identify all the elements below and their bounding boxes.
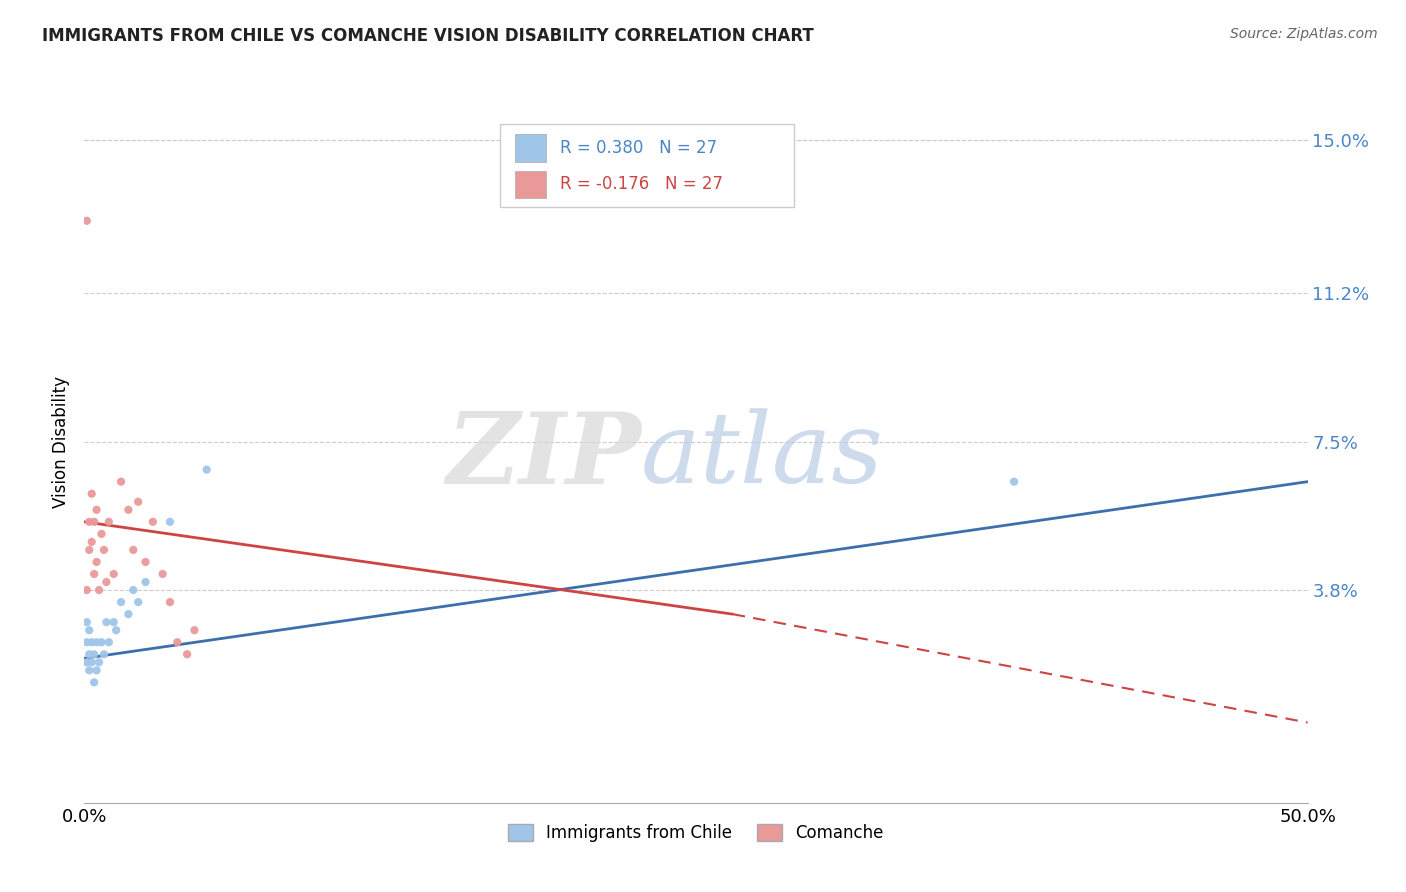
Text: R = -0.176   N = 27: R = -0.176 N = 27 [560,176,723,194]
Point [77,515,100,529]
Text: IMMIGRANTS FROM CHILE VS COMANCHE VISION DISABILITY CORRELATION CHART: IMMIGRANTS FROM CHILE VS COMANCHE VISION… [42,27,814,45]
Point [142,515,165,529]
Point [83,675,105,690]
Point [76,583,98,598]
Point [105,623,128,637]
Point [83,567,105,582]
Point [76,615,98,630]
Point [127,494,149,508]
Point [96,615,118,630]
Point [195,462,218,476]
Point [135,574,157,589]
Point [97,635,120,649]
FancyBboxPatch shape [501,124,794,207]
Point [122,583,145,598]
Point [80,534,103,549]
Point [86,635,108,649]
Point [76,655,98,669]
Bar [515,135,546,162]
Point [77,648,100,662]
Point [117,503,139,517]
Point [83,515,105,529]
Y-axis label: Vision Disability: Vision Disability [52,376,70,508]
Point [103,615,125,630]
Text: atlas: atlas [641,409,884,504]
Point [86,555,108,569]
Point [117,607,139,622]
Point [183,623,205,637]
Point [80,635,103,649]
Legend: Immigrants from Chile, Comanche: Immigrants from Chile, Comanche [502,817,890,848]
Point [159,595,181,609]
Point [77,542,100,557]
Point [176,648,198,662]
Point [96,574,118,589]
Bar [515,170,546,198]
Point [87,655,110,669]
Point [110,475,132,489]
Point [76,213,98,227]
Point [135,555,157,569]
Point [159,515,181,529]
Point [80,487,103,501]
Point [152,567,174,582]
Point [110,595,132,609]
Point [93,542,115,557]
Point [77,664,100,678]
Point [1002,475,1025,489]
Text: ZIP: ZIP [446,408,641,504]
Point [83,648,105,662]
Point [90,526,112,541]
Point [103,567,125,582]
Point [80,655,103,669]
Point [166,635,188,649]
Point [97,515,120,529]
Text: R = 0.380   N = 27: R = 0.380 N = 27 [560,139,717,157]
Point [127,595,149,609]
Point [122,542,145,557]
Point [93,648,115,662]
Point [86,664,108,678]
Point [87,583,110,598]
Text: Source: ZipAtlas.com: Source: ZipAtlas.com [1230,27,1378,41]
Point [77,623,100,637]
Point [76,635,98,649]
Point [90,635,112,649]
Point [86,503,108,517]
